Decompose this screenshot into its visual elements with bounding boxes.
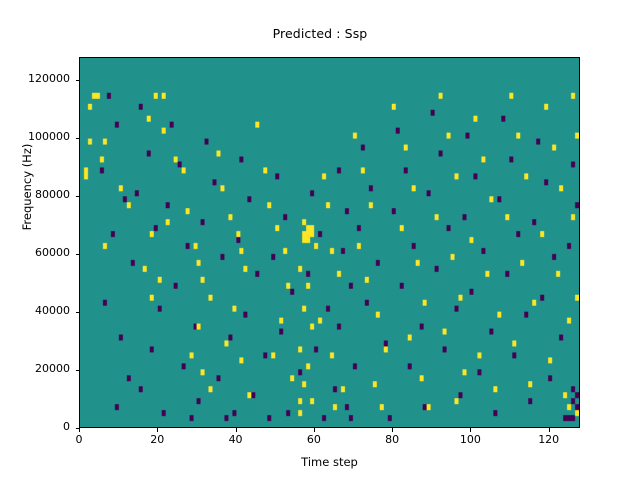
x-tick-label: 120 [538,433,560,446]
y-tick-label: 120000 [28,72,70,86]
x-tick-mark [235,428,237,432]
x-tick-label: 60 [306,433,321,446]
x-tick-label: 0 [75,433,83,446]
y-tick-label: 60000 [35,246,70,260]
x-tick-label: 20 [150,433,165,446]
x-tick-mark [392,428,394,432]
y-tick-mark [75,80,79,82]
y-tick-label: 20000 [35,362,70,376]
chart-title: Predicted : Ssp [272,26,368,41]
y-tick-mark [75,428,79,429]
x-tick-label: 40 [228,433,243,446]
y-tick-mark [75,254,79,256]
y-axis-label: Frequency (Hz) [20,143,34,231]
y-tick-mark [75,312,79,314]
y-tick-label: 100000 [28,130,70,144]
y-tick-label: 0 [63,420,70,433]
x-tick-label: 100 [459,433,481,446]
heatmap-axes [79,57,580,428]
y-tick-mark [75,196,79,198]
y-tick-label: 40000 [35,304,70,318]
x-tick-mark [548,428,550,432]
y-tick-mark [75,370,79,372]
x-axis-label: Time step [301,455,358,469]
y-tick-label: 80000 [35,188,70,202]
x-tick-mark [470,428,472,432]
x-tick-label: 80 [385,433,400,446]
x-tick-mark [313,428,315,432]
x-tick-mark [157,428,159,432]
y-tick-mark [75,138,79,140]
x-tick-mark [79,428,80,432]
heatmap-canvas [80,58,579,427]
